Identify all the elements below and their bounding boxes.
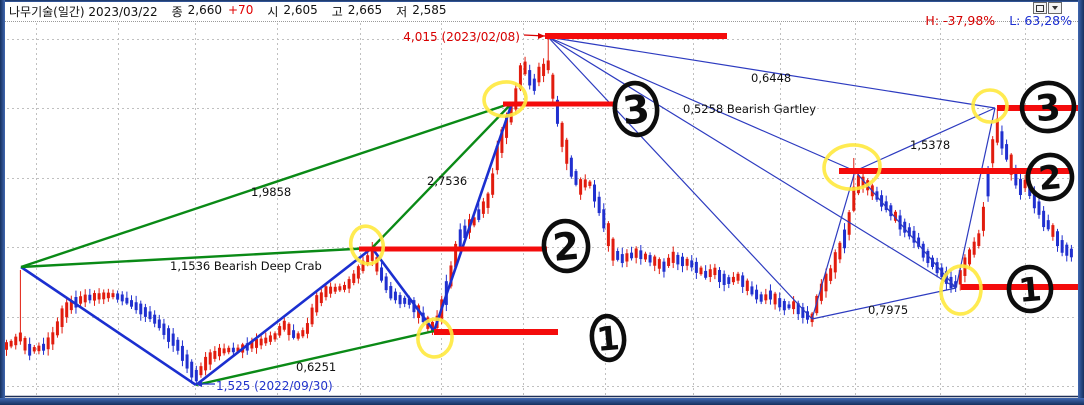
marker-digit: 1: [595, 318, 621, 359]
yellow-highlight-circle: [822, 143, 882, 191]
window-border-bottom: [0, 398, 1084, 405]
pattern-line-AB: [811, 170, 856, 320]
marker-digit: 3: [1034, 87, 1063, 130]
pattern-line-AC: [195, 329, 435, 387]
close-value: 2,660: [187, 3, 222, 17]
chart-label: 1,9858: [251, 185, 291, 199]
hand-drawn-markers: 3 2 1 3 2 1: [541, 80, 1077, 363]
hand-drawn-circle-3: 3: [1019, 80, 1077, 134]
yellow-highlight-circle: [971, 88, 1009, 124]
pattern-line-CD: [432, 102, 514, 332]
high-value: 2,665: [347, 3, 383, 17]
marker-digit: 3: [621, 87, 652, 134]
pattern-line-CD: [955, 107, 996, 289]
window-border-right: [1078, 0, 1084, 405]
harmonic-pattern-lines: [20, 36, 996, 387]
fib-ratio-labels: 4,015 (2023/02/08) 1,525 (2022/09/30) 1,98…: [170, 30, 950, 393]
chart-label: 2,7536: [427, 174, 467, 188]
instrument-title: 나무기술(일간) 2023/03/22: [9, 5, 158, 19]
hand-drawn-circle-3: 3: [612, 80, 660, 138]
yellow-highlight-circle: [482, 80, 528, 118]
low-value: 2,585: [412, 3, 447, 17]
dropdown-button[interactable]: [1048, 2, 1062, 14]
chart-label: 0,5258 Bearish Gartley: [683, 102, 816, 116]
chart-label: 1,5378: [910, 138, 950, 152]
chart-label: 0,6251: [296, 360, 336, 374]
marker-digit: 2: [551, 224, 581, 270]
pattern-line-BC: [854, 170, 957, 289]
pattern-line-XB: [20, 246, 373, 269]
hand-drawn-circle-2: 2: [541, 218, 591, 274]
chevron-down-icon: [1052, 6, 1058, 10]
restore-button[interactable]: [1033, 2, 1047, 14]
pattern-line-XB: [547, 36, 856, 172]
chart-label: 0,7975: [868, 303, 908, 317]
hand-drawn-circle-1: 1: [1006, 264, 1054, 314]
hand-drawn-circle-2: 2: [1025, 152, 1075, 202]
window-controls: [1033, 2, 1062, 14]
label-arrow-head: [195, 381, 202, 387]
pattern-line-BC: [370, 247, 436, 332]
marker-digit: 1: [1017, 269, 1043, 310]
high-label: 고: [331, 5, 343, 19]
pattern-line-XC: [547, 36, 957, 289]
pattern-line-BD: [371, 102, 513, 249]
pattern-line-XD: [20, 101, 513, 269]
open-label: 시: [267, 5, 279, 19]
chart-label: 1,1536 Bearish Deep Crab: [170, 259, 322, 273]
high-low-percent: H: -37,98% L: 63,28%: [925, 13, 1072, 28]
pattern-line-AC: [811, 287, 957, 320]
yellow-highlight-circle: [348, 224, 386, 266]
open-value: 2,605: [283, 3, 318, 17]
change-value: +70: [228, 3, 254, 17]
high-percent: H: -37,98%: [925, 13, 996, 28]
marker-digit: 2: [1037, 157, 1063, 198]
yellow-highlight-circle: [416, 317, 454, 359]
chart-label: 1,525 (2022/09/30): [216, 379, 333, 393]
window-border-top: [0, 0, 1084, 2]
restore-icon: [1036, 4, 1044, 12]
grid-layer: [5, 23, 1078, 398]
pattern-line-XA: [547, 36, 813, 320]
low-label: 저: [396, 5, 408, 19]
pattern-bearish-deep-crab: [20, 101, 514, 387]
hand-drawn-circle-1: 1: [589, 313, 627, 363]
yellow-highlight-circle: [939, 264, 983, 316]
pattern-line-XD: [547, 36, 996, 109]
pattern-line-XA: [20, 265, 197, 387]
close-label: 종: [171, 5, 183, 19]
red-level-lines: [359, 33, 1083, 335]
label-arrow-head: [538, 33, 545, 39]
chart-title-bar: 나무기술(일간) 2023/03/22 종 2,660 +70 시 2,605 …: [5, 2, 1078, 22]
chart-label: 0,6448: [751, 71, 791, 85]
pattern-line-AB: [195, 246, 373, 387]
window-border-left: [0, 0, 5, 405]
yellow-highlight-circles: [348, 80, 1009, 359]
low-percent: L: 63,28%: [1009, 13, 1072, 28]
chart-label: 4,015 (2023/02/08): [403, 30, 520, 44]
